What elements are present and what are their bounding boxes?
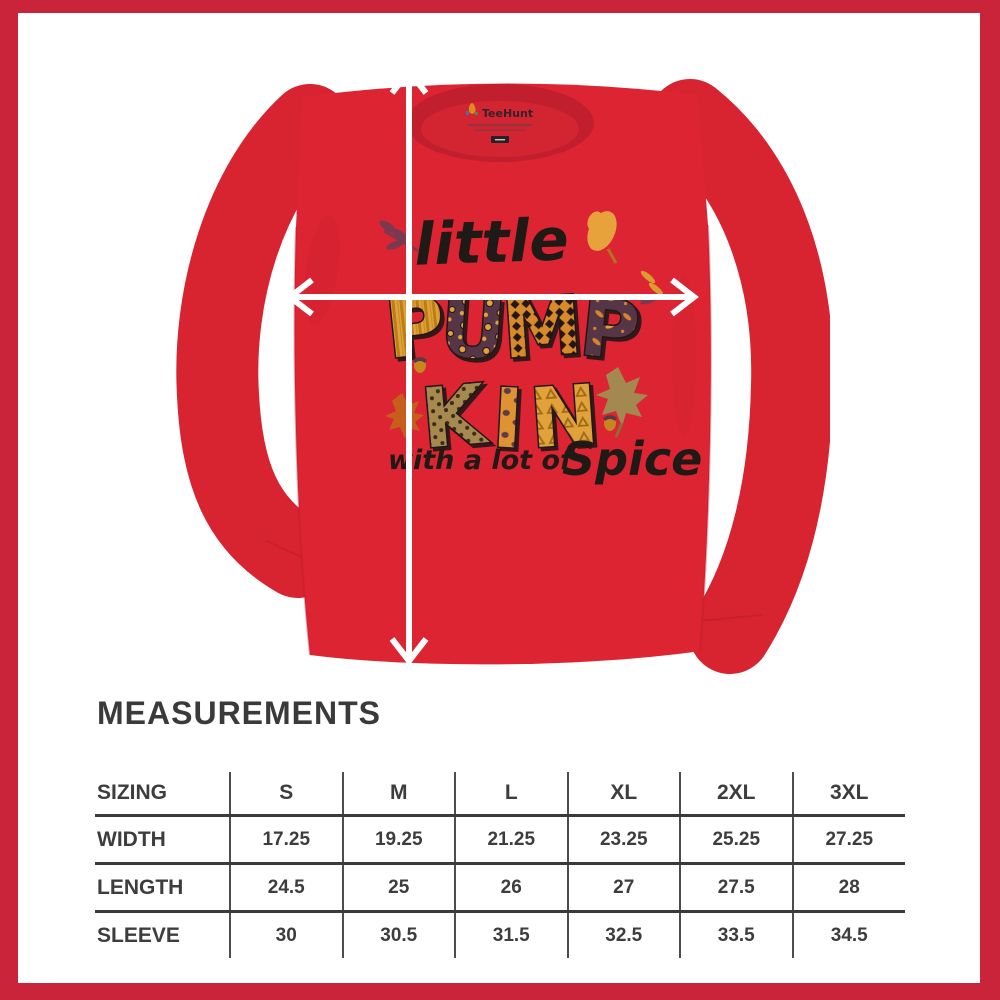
left-sleeve <box>176 84 351 598</box>
arrow-head-left-icon <box>285 277 314 317</box>
right-side-seam <box>699 224 712 652</box>
cell-length-s: 24.5 <box>229 863 343 913</box>
rowan-leaf-icon <box>379 220 419 253</box>
shirt-product-image: TeeHunt little P U <box>176 66 830 674</box>
length-arrow <box>389 66 429 666</box>
letter-n: N <box>527 368 602 468</box>
cell-sleeve-3xl: 34.5 <box>791 911 905 958</box>
cell-width-3xl: 27.25 <box>791 815 905 865</box>
maple-leaf-icon <box>596 367 648 438</box>
cell-width-s: 17.25 <box>229 815 343 865</box>
arrow-head-down-icon <box>389 637 429 666</box>
cell-sleeve-2xl: 33.5 <box>679 911 793 958</box>
cell-width-xl: 23.25 <box>566 815 680 865</box>
cell-width-l: 21.25 <box>454 815 568 865</box>
fold-shadow <box>672 275 696 435</box>
header-m: M <box>341 772 455 817</box>
header-s: S <box>229 772 343 817</box>
neck-label: TeeHunt <box>466 103 533 143</box>
arrow-head-up-icon <box>389 66 429 95</box>
design-tagline-small: with a lot of <box>388 445 575 476</box>
collar: TeeHunt <box>406 84 594 162</box>
cell-width-m: 19.25 <box>341 815 455 865</box>
cell-length-3xl: 28 <box>791 863 905 913</box>
shirt-body: TeeHunt little P U <box>293 83 712 665</box>
design-word-little: little <box>413 205 570 278</box>
cell-sleeve-xl: 32.5 <box>566 911 680 958</box>
label-fine-print <box>474 129 526 131</box>
cell-sleeve-s: 30 <box>229 911 343 958</box>
cell-sleeve-m: 30.5 <box>341 911 455 958</box>
row-label-length: LENGTH <box>95 863 230 913</box>
label-fine-print <box>468 124 532 126</box>
left-side-seam <box>293 226 311 656</box>
cell-sleeve-l: 31.5 <box>454 911 568 958</box>
design-tagline-big: Spice <box>562 432 702 486</box>
letter-m: M <box>499 278 585 376</box>
cell-length-l: 26 <box>454 863 568 913</box>
table-row-length: LENGTH 24.5 25 26 27 27.5 28 <box>95 863 905 913</box>
cell-length-xl: 27 <box>566 863 680 913</box>
brand-logo-icon <box>468 103 476 114</box>
size-chart-table: SIZING S M L XL 2XL 3XL WIDTH 17.25 19.2… <box>95 772 905 958</box>
acorn-icon <box>603 415 617 431</box>
header-3xl: 3XL <box>791 772 905 817</box>
right-sleeve <box>649 79 830 674</box>
letter-i: I <box>490 371 525 467</box>
row-label-width: WIDTH <box>95 815 230 865</box>
cell-length-m: 25 <box>341 863 455 913</box>
row-label-sleeve: SLEEVE <box>97 923 180 947</box>
brand-logo-icon <box>466 111 469 115</box>
shirt-sleeves <box>176 79 830 674</box>
header-sizing: SIZING <box>95 772 230 817</box>
cell-width-2xl: 25.25 <box>679 815 793 865</box>
arrow-head-right-icon <box>670 277 699 317</box>
design-word-kin: K I N <box>416 366 603 470</box>
width-arrow <box>285 277 699 317</box>
table-header-row: SIZING S M L XL 2XL 3XL <box>95 772 905 817</box>
header-l: L <box>454 772 568 817</box>
maple-leaf-icon <box>385 393 424 439</box>
header-2xl: 2XL <box>679 772 793 817</box>
header-xl: XL <box>566 772 680 817</box>
collar-opening <box>421 101 579 157</box>
size-tag-text <box>495 139 505 141</box>
measurement-arrows <box>285 66 699 666</box>
brand-label: TeeHunt <box>482 107 533 120</box>
cell-length-2xl: 27.5 <box>679 863 793 913</box>
page-title: MEASUREMENTS <box>97 695 382 731</box>
oak-leaf-icon <box>587 211 618 264</box>
table-row-width: WIDTH 17.25 19.25 21.25 23.25 25.25 27.2… <box>95 815 905 865</box>
letter-k: K <box>417 367 492 467</box>
table-row-sleeve: SLEEVE 30 30.5 31.5 32.5 33.5 34.5 <box>95 911 905 958</box>
acorn-icon <box>413 357 427 373</box>
right-cuff-seam <box>697 614 763 622</box>
brand-logo-icon <box>475 112 478 115</box>
